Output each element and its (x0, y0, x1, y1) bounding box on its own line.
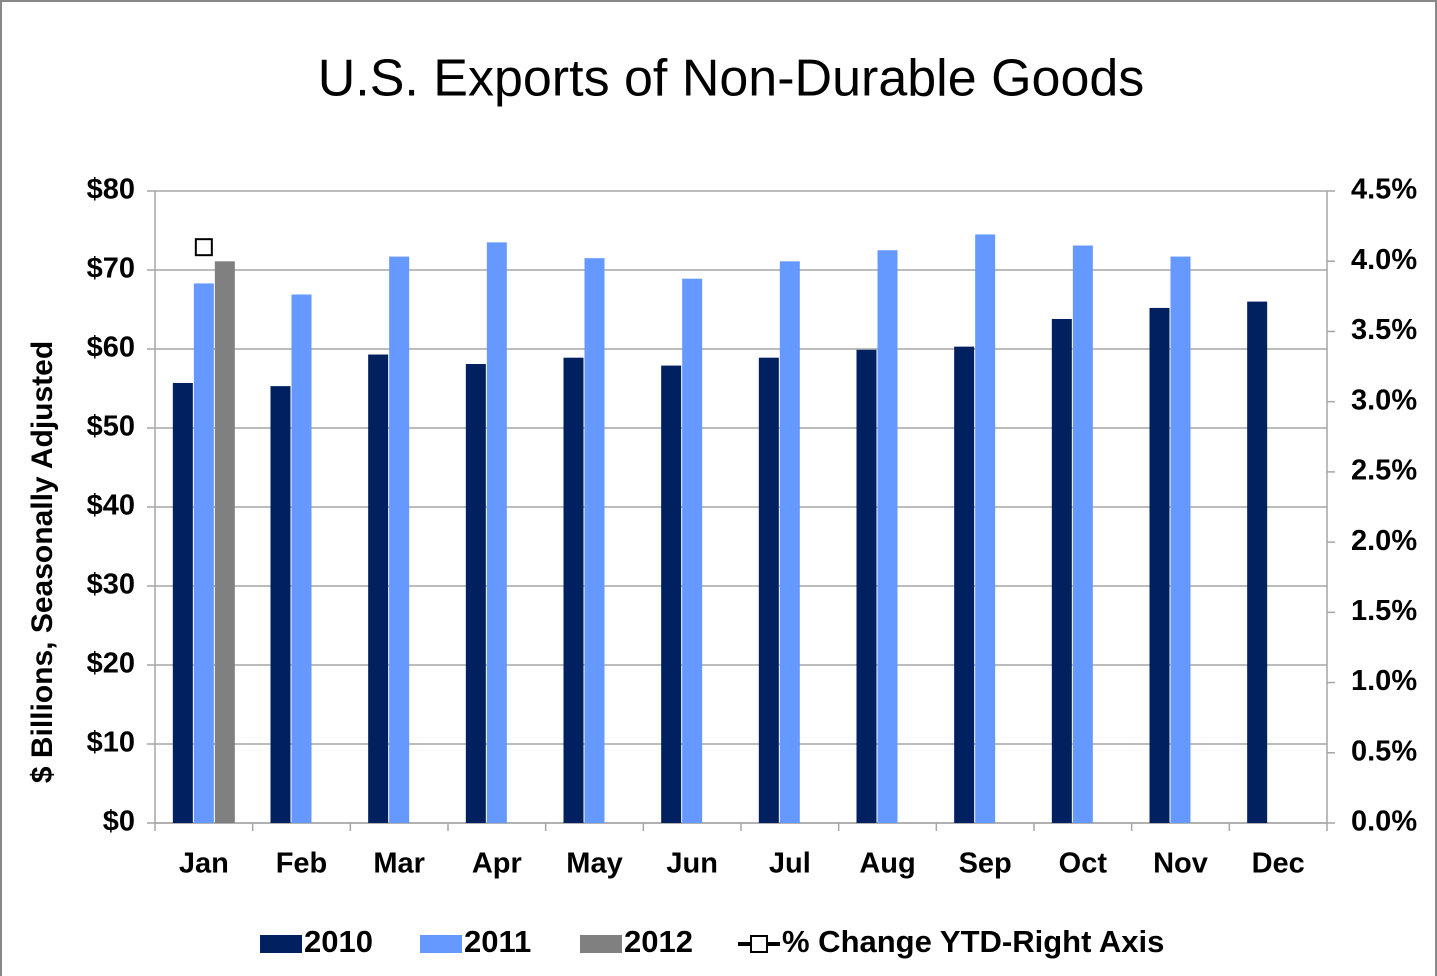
y-tick-label: $70 (87, 253, 135, 285)
x-tick-label: May (566, 848, 622, 880)
bar (270, 386, 291, 823)
bar (214, 261, 235, 823)
bar (291, 294, 312, 823)
y-axis-label: $ Billions, Seasonally Adjusted (26, 341, 59, 783)
bar (584, 258, 605, 823)
bar (465, 364, 486, 823)
bar (486, 242, 507, 824)
x-tick-label: Nov (1153, 848, 1208, 880)
y-tick-label: $50 (87, 411, 135, 443)
bar (856, 349, 877, 823)
y2-tick-label: 4.0% (1351, 244, 1417, 276)
bar (682, 278, 703, 823)
bar (975, 234, 996, 823)
legend-swatch (420, 935, 462, 953)
x-tick-label: Dec (1252, 848, 1305, 880)
x-tick-label: Oct (1059, 848, 1108, 880)
y2-tick-label: 3.0% (1351, 384, 1417, 416)
bar (1247, 301, 1268, 824)
bar (172, 382, 193, 823)
y2-tick-label: 1.0% (1351, 665, 1417, 697)
y2-tick-label: 2.5% (1351, 455, 1417, 487)
bar (1149, 307, 1170, 823)
bar (193, 283, 214, 823)
legend-label: % Change YTD-Right Axis (782, 924, 1164, 959)
bar (389, 256, 410, 823)
chart-title: U.S. Exports of Non-Durable Goods (318, 50, 1145, 108)
x-tick-label: Aug (859, 848, 915, 880)
y2-tick-label: 0.0% (1351, 806, 1417, 838)
line-marker (194, 238, 213, 257)
bar (563, 357, 584, 823)
y2-tick-label: 1.5% (1351, 595, 1417, 627)
legend-label: 2010 (304, 924, 373, 959)
x-tick-label: Mar (373, 848, 425, 880)
bar (1051, 318, 1072, 823)
y-tick-label: $60 (87, 332, 135, 364)
bar (1170, 256, 1191, 823)
x-tick-label: Feb (276, 848, 328, 880)
y2-tick-label: 0.5% (1351, 735, 1417, 767)
y-tick-label: $80 (87, 174, 135, 206)
y2-tick-label: 2.0% (1351, 525, 1417, 557)
x-tick-label: Jan (179, 848, 229, 880)
y-tick-label: $10 (87, 727, 135, 759)
legend-marker (750, 935, 768, 953)
bar (758, 357, 779, 823)
y-tick-label: $20 (87, 648, 135, 680)
bar (661, 365, 682, 823)
x-tick-label: Sep (959, 848, 1012, 880)
x-tick-label: Jul (769, 848, 811, 880)
bar (1072, 245, 1093, 823)
x-tick-label: Jun (666, 848, 718, 880)
bar (877, 250, 898, 823)
legend-swatch (260, 935, 302, 953)
x-tick-label: Apr (472, 848, 522, 880)
bar (368, 354, 389, 823)
y-tick-label: $40 (87, 490, 135, 522)
y-tick-label: $30 (87, 569, 135, 601)
y-tick-label: $0 (103, 806, 135, 838)
bar (954, 346, 975, 823)
bar (779, 261, 800, 823)
y2-tick-label: 3.5% (1351, 314, 1417, 346)
legend-swatch (580, 935, 622, 953)
legend-label: 2012 (624, 924, 693, 959)
legend-label: 2011 (464, 924, 531, 959)
y2-tick-label: 4.5% (1351, 174, 1417, 206)
